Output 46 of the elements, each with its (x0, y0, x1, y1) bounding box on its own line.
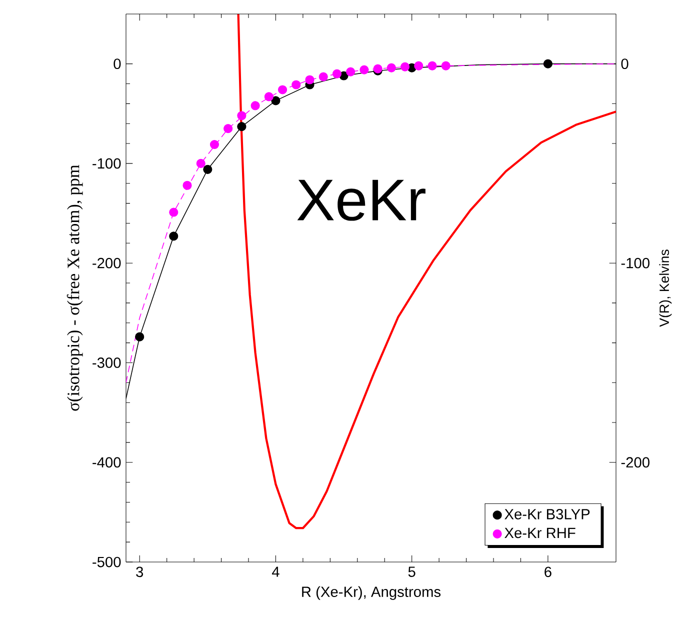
point (135, 332, 144, 342)
point (250, 101, 260, 110)
point (210, 140, 220, 150)
y2-axis-title: V(R), Kelvins (659, 250, 672, 327)
y2-tick-label: 0 (621, 58, 628, 70)
line-series (237, 14, 616, 530)
point (278, 85, 288, 94)
point (305, 75, 314, 84)
legend-label: Xe-Kr RHF (504, 528, 576, 538)
point (346, 67, 356, 76)
point (224, 124, 233, 134)
y-tick-label: 0 (114, 58, 121, 70)
y2-tick-label: -200 (621, 457, 650, 468)
x-tick-label: 5 (408, 566, 416, 577)
point (169, 208, 178, 217)
point (169, 232, 178, 241)
annotation: XeKr (297, 180, 426, 221)
point (332, 69, 342, 78)
point (441, 61, 450, 70)
point (292, 80, 301, 90)
point (386, 63, 396, 72)
x-tick-label: 3 (136, 566, 144, 578)
point (196, 158, 206, 168)
y-tick-label: -400 (92, 457, 121, 468)
point (543, 59, 552, 68)
point (271, 96, 280, 106)
y-axis-title: σ(isotropic) - σ(free Xe atom), ppm (66, 164, 83, 411)
x-tick-label: 6 (544, 566, 552, 578)
x-tick-label: 4 (272, 566, 280, 577)
point (414, 61, 424, 70)
y-tick-label: -200 (92, 258, 121, 268)
legend-label: Xe-Kr B3LYP (504, 508, 590, 520)
x-axis-title: R (Xe-Kr), Angstroms (302, 586, 441, 600)
y-tick-label: -500 (92, 556, 121, 568)
point (318, 72, 328, 82)
point (203, 164, 212, 174)
point (400, 62, 410, 72)
point (428, 61, 437, 70)
y-tick-label: -300 (92, 358, 121, 368)
point (237, 111, 246, 120)
point (182, 180, 192, 190)
point (264, 92, 274, 102)
point (360, 65, 369, 74)
y2-tick-label: -100 (621, 258, 650, 268)
y-tick-label: -100 (92, 158, 121, 169)
point (237, 122, 246, 132)
